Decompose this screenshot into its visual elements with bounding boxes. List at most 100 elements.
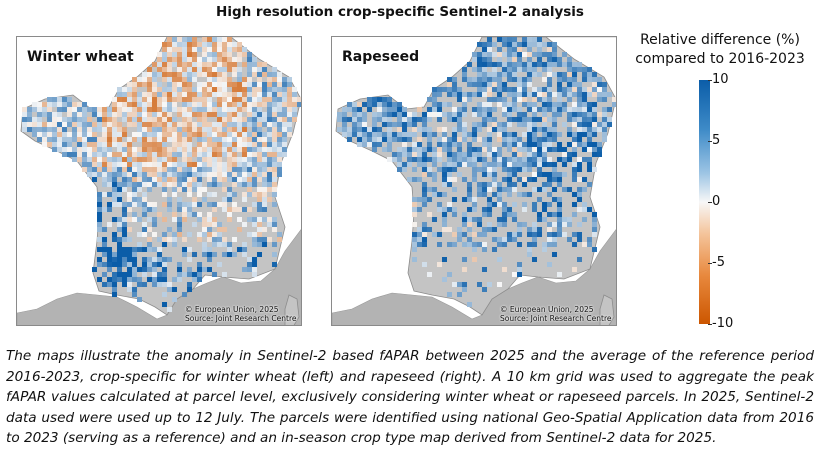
grid-cell bbox=[147, 187, 152, 192]
grid-cell bbox=[552, 72, 557, 77]
grid-cell bbox=[197, 167, 202, 172]
grid-cell bbox=[217, 132, 222, 137]
grid-cell bbox=[172, 42, 177, 47]
grid-cell bbox=[187, 282, 192, 287]
grid-cell bbox=[507, 92, 512, 97]
grid-cell bbox=[587, 182, 592, 187]
grid-cell bbox=[557, 97, 562, 102]
grid-cell bbox=[227, 67, 232, 72]
grid-cell bbox=[242, 92, 247, 97]
grid-cell bbox=[247, 137, 252, 142]
grid-cell bbox=[197, 82, 202, 87]
grid-cell bbox=[527, 132, 532, 137]
grid-cell bbox=[527, 157, 532, 162]
grid-cell bbox=[187, 257, 192, 262]
grid-cell bbox=[117, 187, 122, 192]
grid-cell bbox=[507, 182, 512, 187]
grid-cell bbox=[192, 47, 197, 52]
grid-cell bbox=[132, 257, 137, 262]
grid-cell bbox=[572, 267, 577, 272]
grid-cell bbox=[372, 117, 377, 122]
grid-cell bbox=[112, 107, 117, 112]
grid-cell bbox=[497, 72, 502, 77]
grid-cell bbox=[462, 217, 467, 222]
grid-cell bbox=[202, 187, 207, 192]
grid-cell bbox=[267, 162, 272, 167]
grid-cell bbox=[502, 112, 507, 117]
winter-wheat-map-canvas bbox=[17, 37, 301, 325]
grid-cell bbox=[117, 237, 122, 242]
grid-cell bbox=[537, 57, 542, 62]
grid-cell bbox=[257, 242, 262, 247]
grid-cell bbox=[177, 172, 182, 177]
grid-cell bbox=[497, 97, 502, 102]
grid-cell bbox=[77, 107, 82, 112]
grid-cell bbox=[222, 177, 227, 182]
grid-cell bbox=[292, 102, 297, 107]
grid-cell bbox=[472, 67, 477, 72]
grid-cell bbox=[267, 92, 272, 97]
grid-cell bbox=[242, 222, 247, 227]
grid-cell bbox=[162, 232, 167, 237]
grid-cell bbox=[177, 52, 182, 57]
grid-cell bbox=[442, 162, 447, 167]
grid-cell bbox=[177, 107, 182, 112]
grid-cell bbox=[207, 167, 212, 172]
grid-cell bbox=[537, 97, 542, 102]
grid-cell bbox=[577, 107, 582, 112]
grid-cell bbox=[167, 82, 172, 87]
grid-cell bbox=[532, 152, 537, 157]
grid-cell bbox=[197, 272, 202, 277]
grid-cell bbox=[57, 122, 62, 127]
grid-cell bbox=[292, 97, 297, 102]
grid-cell bbox=[532, 257, 537, 262]
grid-cell bbox=[467, 152, 472, 157]
grid-cell bbox=[567, 132, 572, 137]
grid-cell bbox=[237, 42, 242, 47]
grid-cell bbox=[62, 102, 67, 107]
grid-cell bbox=[182, 57, 187, 62]
grid-cell bbox=[202, 247, 207, 252]
grid-cell bbox=[207, 192, 212, 197]
grid-cell bbox=[242, 242, 247, 247]
grid-cell bbox=[447, 77, 452, 82]
grid-cell bbox=[92, 132, 97, 137]
grid-cell bbox=[192, 162, 197, 167]
grid-cell bbox=[67, 147, 72, 152]
grid-cell bbox=[207, 252, 212, 257]
grid-cell bbox=[217, 172, 222, 177]
grid-cell bbox=[427, 127, 432, 132]
grid-cell bbox=[482, 72, 487, 77]
grid-cell bbox=[117, 132, 122, 137]
grid-cell bbox=[457, 122, 462, 127]
grid-cell bbox=[552, 187, 557, 192]
grid-cell bbox=[167, 162, 172, 167]
grid-cell bbox=[442, 142, 447, 147]
grid-cell bbox=[467, 77, 472, 82]
grid-cell bbox=[502, 187, 507, 192]
grid-cell bbox=[102, 182, 107, 187]
grid-cell bbox=[237, 47, 242, 52]
grid-cell bbox=[127, 172, 132, 177]
grid-cell bbox=[117, 202, 122, 207]
grid-cell bbox=[172, 212, 177, 217]
grid-cell bbox=[117, 197, 122, 202]
grid-cell bbox=[582, 122, 587, 127]
grid-cell bbox=[492, 72, 497, 77]
grid-cell bbox=[257, 117, 262, 122]
grid-cell bbox=[512, 137, 517, 142]
grid-cell bbox=[507, 117, 512, 122]
grid-cell bbox=[582, 187, 587, 192]
grid-cell bbox=[97, 162, 102, 167]
grid-cell bbox=[167, 107, 172, 112]
grid-cell bbox=[152, 112, 157, 117]
grid-cell bbox=[222, 42, 227, 47]
grid-cell bbox=[492, 227, 497, 232]
grid-cell bbox=[592, 117, 597, 122]
grid-cell bbox=[217, 92, 222, 97]
grid-cell bbox=[422, 232, 427, 237]
grid-cell bbox=[432, 92, 437, 97]
grid-cell bbox=[157, 157, 162, 162]
grid-cell bbox=[397, 112, 402, 117]
grid-cell bbox=[487, 127, 492, 132]
